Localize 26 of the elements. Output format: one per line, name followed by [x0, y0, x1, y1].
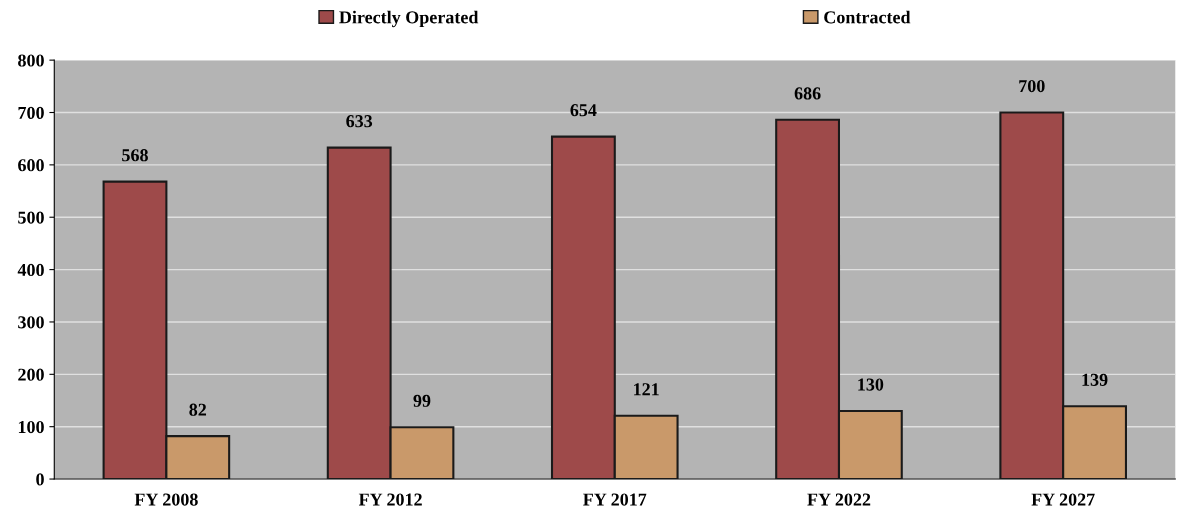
y-tick-label: 200	[18, 368, 44, 381]
data-label: 99	[413, 394, 431, 407]
legend-label: Contracted	[824, 10, 911, 24]
y-tick-label: 400	[17, 263, 44, 277]
data-label: 121	[634, 383, 659, 396]
data-label: 654	[570, 104, 597, 117]
y-tick-label: 300	[18, 316, 44, 329]
y-tick-label: 800	[18, 54, 44, 67]
data-label: 139	[1082, 373, 1108, 386]
legend-label: Directly Operated	[339, 10, 479, 28]
data-label: 633	[346, 115, 373, 128]
x-tick-label: FY 2008	[134, 493, 198, 506]
data-label: 130	[858, 378, 884, 391]
x-tick-label: FY 2017	[583, 493, 647, 506]
data-label: 568	[122, 149, 148, 162]
y-tick-label: 500	[18, 211, 44, 224]
data-label: 82	[189, 403, 207, 416]
y-tick-label: 100	[18, 420, 44, 434]
data-label: 700	[1019, 79, 1045, 93]
data-label: 686	[794, 87, 821, 100]
x-tick-label: FY 2022	[807, 493, 871, 506]
x-tick-label: FY 2027	[1031, 493, 1095, 506]
y-tick-label: 0	[36, 473, 44, 486]
y-tick-label: 700	[18, 106, 44, 119]
x-tick-label: FY 2012	[358, 493, 422, 506]
y-tick-label: 600	[18, 159, 44, 172]
